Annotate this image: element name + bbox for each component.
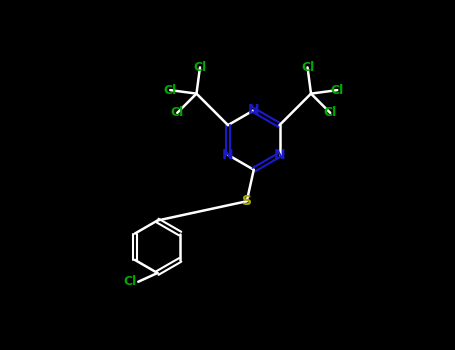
Text: Cl: Cl	[171, 106, 184, 119]
Text: N: N	[274, 148, 285, 162]
Text: S: S	[242, 194, 252, 208]
Text: Cl: Cl	[193, 61, 207, 74]
Text: N: N	[222, 148, 234, 162]
Text: N: N	[248, 103, 259, 117]
Text: Cl: Cl	[324, 106, 337, 119]
Text: Cl: Cl	[123, 275, 136, 288]
Text: Cl: Cl	[331, 84, 344, 97]
Text: Cl: Cl	[164, 84, 177, 97]
Text: Cl: Cl	[301, 61, 314, 74]
